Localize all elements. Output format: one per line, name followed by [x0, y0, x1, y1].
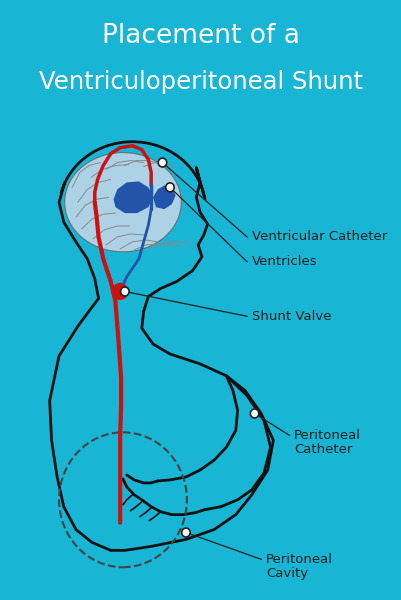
Circle shape	[181, 528, 190, 537]
Text: Peritoneal: Peritoneal	[293, 429, 360, 442]
Text: Catheter: Catheter	[293, 443, 352, 455]
Text: Placement of a: Placement of a	[102, 23, 299, 49]
Circle shape	[165, 183, 174, 192]
Text: Cavity: Cavity	[265, 566, 307, 580]
Text: Ventriculoperitoneal Shunt: Ventriculoperitoneal Shunt	[39, 70, 362, 94]
Text: Ventricles: Ventricles	[251, 255, 317, 268]
Circle shape	[250, 409, 258, 418]
Text: Ventricular Catheter: Ventricular Catheter	[251, 230, 386, 244]
Circle shape	[112, 284, 128, 299]
Text: Shunt Valve: Shunt Valve	[251, 310, 330, 323]
Circle shape	[158, 158, 166, 167]
Text: Peritoneal: Peritoneal	[265, 553, 332, 566]
Circle shape	[120, 287, 129, 296]
Polygon shape	[113, 181, 153, 213]
Polygon shape	[153, 185, 175, 209]
Polygon shape	[65, 152, 181, 252]
